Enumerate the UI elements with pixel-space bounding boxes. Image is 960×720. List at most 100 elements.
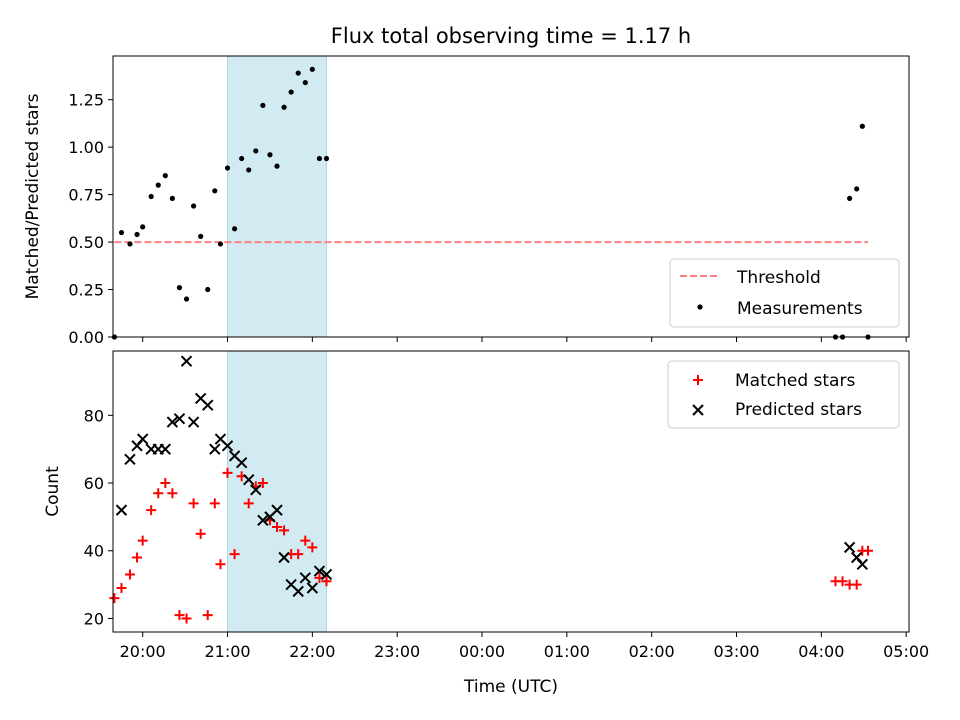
predicted-stars-point [124, 453, 136, 466]
y-tick-label: 40 [84, 542, 104, 561]
matched-stars-point [257, 478, 268, 489]
y-tick-label: 80 [84, 406, 104, 425]
measurement-point [176, 285, 183, 291]
measurement-point [169, 195, 175, 201]
measurement-point [309, 66, 315, 72]
matched-stars-point [109, 593, 120, 604]
measurement-point [212, 188, 218, 194]
legend-threshold-label: Threshold [736, 268, 821, 288]
series-matched-stars [109, 467, 873, 624]
x-tick-label: 20:00 [120, 642, 166, 661]
matched-stars-point [321, 576, 332, 587]
measurement-point [847, 195, 853, 201]
matched-stars-point [160, 478, 171, 489]
measurement-point [323, 155, 330, 162]
matched-stars-point [146, 505, 157, 516]
legend-box [669, 258, 900, 328]
y-tick-label: 1.00 [68, 138, 104, 157]
predicted-stars-point [202, 399, 214, 411]
predicted-stars-point [115, 504, 128, 516]
measurement-point [302, 79, 308, 86]
matched-stars-point [862, 545, 873, 556]
measurement-point [148, 193, 154, 200]
measurement-point [140, 224, 146, 230]
legend-predicted-label: Predicted stars [735, 400, 862, 420]
matched-stars-point [181, 613, 192, 624]
legend-matched-label: Matched stars [735, 371, 855, 391]
predicted-stars-point [250, 484, 262, 496]
predicted-stars-point [209, 443, 221, 455]
predicted-stars-point [187, 416, 200, 428]
measurement-point [231, 226, 238, 232]
x-tick-label: 01:00 [544, 642, 590, 661]
x-tick-label: 05:00 [883, 642, 929, 661]
measurement-point [246, 167, 252, 173]
measurement-point [198, 233, 204, 239]
predicted-stars-point [313, 565, 326, 577]
matched-stars-point [195, 528, 206, 539]
measurement-point [288, 89, 294, 95]
predicted-stars-point [136, 433, 149, 445]
predicted-stars-point [180, 355, 193, 367]
matched-stars-point [229, 549, 240, 560]
measurement-point [162, 173, 168, 179]
measurement-point [183, 296, 190, 302]
measurement-point [205, 286, 211, 293]
predicted-stars-point [843, 541, 856, 554]
legend-measurements-label: Measurements [737, 299, 863, 319]
predicted-stars-point [278, 551, 290, 564]
predicted-stars-point [257, 514, 269, 526]
highlight-span [227, 55, 327, 338]
legend-bottom: Matched stars Predicted stars [667, 360, 900, 429]
matched-stars-point [293, 549, 304, 560]
y-tick-label: 0.25 [68, 281, 104, 300]
x-tick-label: 22:00 [289, 642, 335, 661]
predicted-stars-point [159, 443, 172, 455]
y-tick-label: 1.25 [68, 91, 104, 110]
measurement-point [190, 203, 197, 209]
measurement-point [267, 152, 273, 158]
series-predicted-stars [115, 355, 869, 598]
y-tick-label: 0.00 [68, 328, 104, 347]
predicted-stars-point [306, 582, 319, 594]
matched-stars-point [167, 488, 178, 499]
y-tick-label: 0.75 [68, 186, 104, 205]
measurement-point [281, 104, 287, 110]
measurement-point [253, 148, 259, 154]
measurement-point [854, 186, 860, 192]
measurement-point [316, 155, 323, 162]
measurement-point [118, 229, 125, 236]
predicted-stars-point [271, 504, 283, 516]
y-tick-label: 20 [84, 609, 104, 628]
y-axis-label: Matched/Predicted stars [23, 93, 43, 299]
matched-stars-point [837, 576, 848, 587]
axes-frame [112, 350, 910, 633]
measurement-point [260, 102, 266, 108]
legend-predicted-swatch [692, 404, 704, 416]
predicted-stars-point [221, 440, 234, 452]
x-tick-label: 04:00 [798, 642, 844, 661]
predicted-stars-point [243, 473, 255, 486]
matched-stars-point [153, 488, 164, 499]
matched-stars-point [116, 582, 127, 593]
matched-stars-point [202, 610, 213, 621]
count-panel: 20 40 60 80 20:00 21:00 22:00 23:00 00:00 01:00 02… [43, 350, 929, 661]
predicted-stars-point [235, 457, 248, 469]
y-tick-label: 0.50 [68, 233, 104, 252]
matched-stars-point [222, 467, 233, 478]
measurement-point [224, 165, 231, 171]
predicted-stars-point [166, 416, 179, 428]
predicted-stars-point [320, 568, 333, 581]
x-tick-label: 03:00 [713, 642, 759, 661]
measurement-point [217, 241, 224, 247]
x-tick-label: 21:00 [204, 642, 250, 661]
matched-stars-point [851, 579, 862, 590]
predicted-stars-point [292, 585, 304, 598]
x-tick-label: 00:00 [459, 642, 505, 661]
measurement-point [134, 231, 140, 238]
matched-stars-point [243, 498, 254, 509]
x-tick-label: 23:00 [374, 642, 420, 661]
axes-frame [112, 55, 910, 338]
